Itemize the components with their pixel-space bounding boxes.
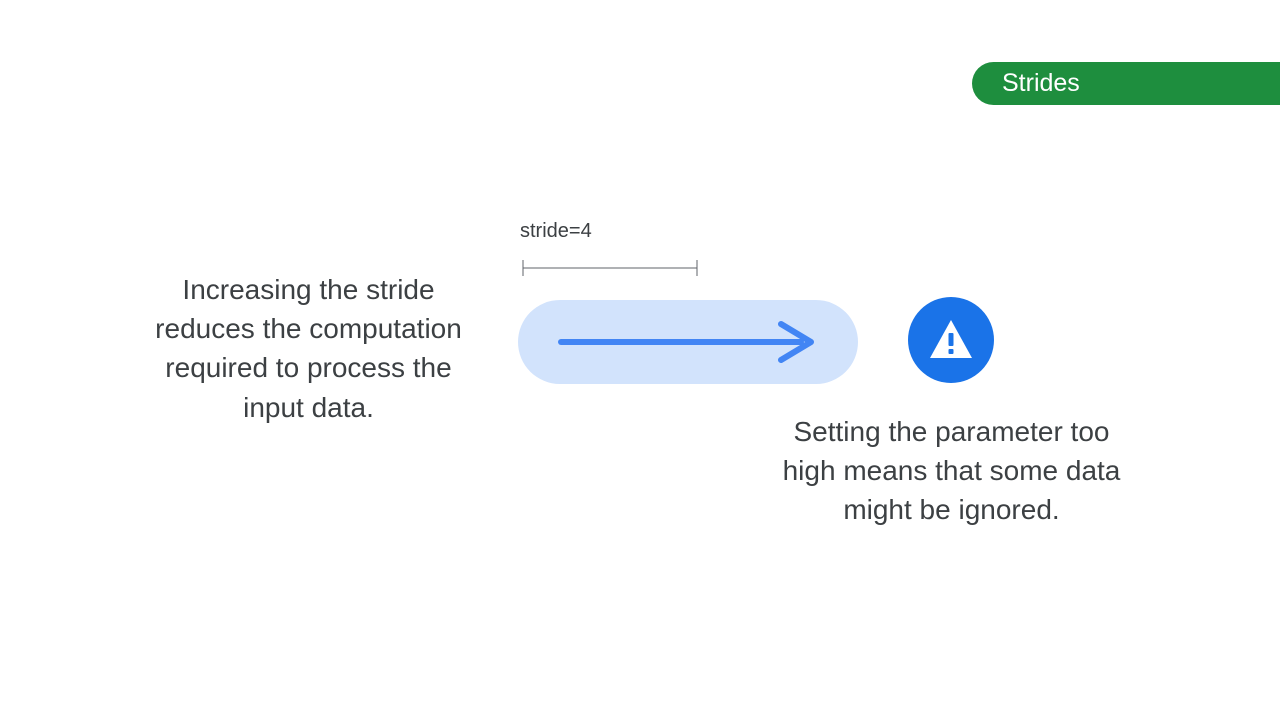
stride-bracket-icon [522,258,699,278]
right-description: Setting the parameter too high means tha… [779,412,1124,530]
warning-badge [908,297,994,383]
header-badge-label: Strides [1002,69,1080,97]
stride-label: stride=4 [520,220,592,243]
left-description: Increasing the stride reduces the comput… [146,270,471,427]
header-badge: Strides [972,62,1280,105]
arrow-right-icon [553,320,823,364]
warning-triangle-icon [927,318,975,362]
arrow-pill [518,300,858,384]
